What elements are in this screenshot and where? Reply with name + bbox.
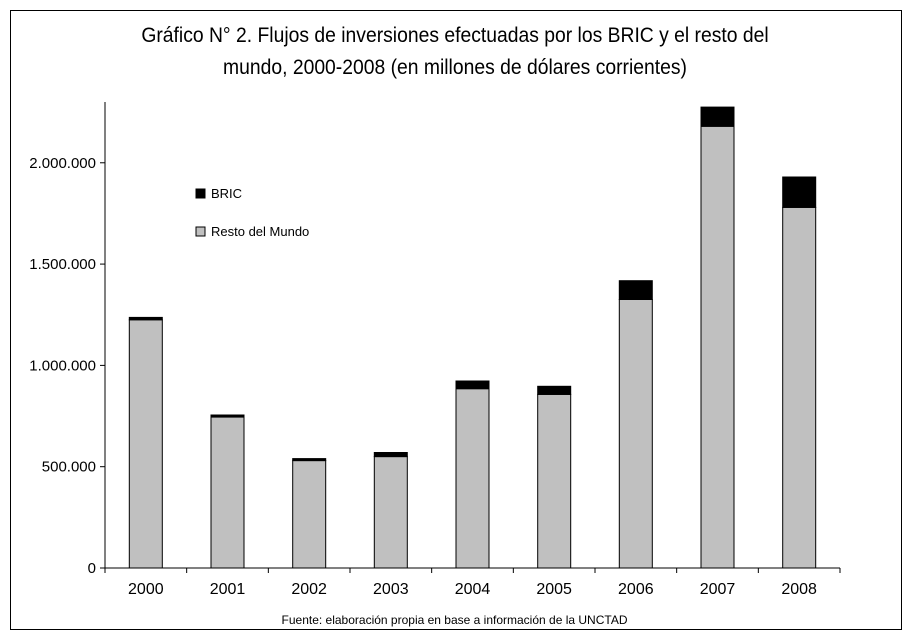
legend-swatch [195, 188, 206, 199]
x-tick-label: 2001 [210, 581, 246, 598]
x-tick-label: 2007 [700, 581, 736, 598]
bar-bric-2002 [292, 458, 327, 462]
bar-bric-2003 [373, 452, 408, 458]
x-tick-label: 2006 [618, 581, 654, 598]
legend-label: BRIC [211, 186, 242, 201]
bar-resto-del-mundo-2004 [455, 388, 490, 569]
bar-resto-del-mundo-2006 [618, 299, 653, 569]
bar-bric-2007 [700, 106, 735, 127]
x-tick-label: 2005 [536, 581, 572, 598]
axes-group: 0 500.000 1.000.000 1.500.000 2.000.000 2000 2… [29, 102, 841, 598]
bar-resto-del-mundo-2007 [700, 125, 735, 569]
bar-resto-del-mundo-2005 [537, 393, 572, 569]
bar-resto-del-mundo-2001 [210, 416, 245, 569]
x-tick-label: 2004 [455, 581, 491, 598]
chart-title-line2: mundo, 2000-2008 (en millones de dólares… [223, 56, 687, 79]
x-tick-label: 2000 [128, 581, 164, 598]
y-tick-label: 500.000 [42, 459, 96, 476]
bar-resto-del-mundo-2008 [782, 206, 817, 569]
legend-label: Resto del Mundo [211, 224, 309, 239]
legend-swatch [195, 226, 206, 237]
y-tick-label: 0 [88, 560, 96, 577]
y-tick-label: 1.500.000 [29, 256, 96, 273]
y-tick-label: 1.000.000 [29, 357, 96, 374]
source-note: Fuente: elaboración propia en base a inf… [281, 613, 628, 627]
chart-title-line1: Gráfico N° 2. Flujos de inversiones efec… [141, 24, 769, 47]
bar-bric-2004 [455, 380, 490, 390]
x-tick-label: 2003 [373, 581, 409, 598]
x-tick-label: 2008 [781, 581, 817, 598]
bar-bric-2000 [128, 316, 163, 321]
bar-resto-del-mundo-2000 [128, 319, 163, 569]
bar-resto-del-mundo-2002 [292, 460, 327, 569]
bar-bric-2001 [210, 414, 245, 418]
bar-bric-2005 [537, 385, 572, 395]
bars-group [128, 106, 817, 569]
legend: BRIC Resto del Mundo [195, 186, 309, 239]
x-tick-label: 2002 [291, 581, 327, 598]
bar-bric-2006 [618, 280, 653, 301]
bar-bric-2008 [782, 176, 817, 208]
bar-resto-del-mundo-2003 [373, 456, 408, 569]
y-tick-label: 2.000.000 [29, 155, 96, 172]
